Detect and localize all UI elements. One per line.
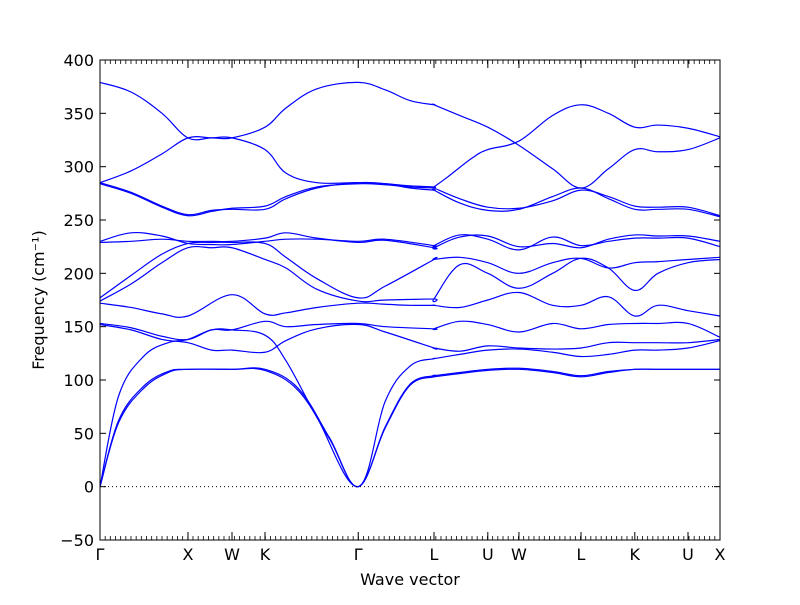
x-axis-label: Wave vector bbox=[360, 570, 460, 589]
phonon-band-14 bbox=[99, 81, 721, 189]
phonon-band-13 bbox=[99, 104, 721, 189]
phonon-band-12 bbox=[99, 181, 721, 218]
phonon-band-11 bbox=[99, 183, 721, 217]
phonon-band-3 bbox=[99, 328, 721, 488]
phonon-band-6 bbox=[99, 291, 721, 318]
y-tick-label: 100 bbox=[63, 371, 94, 390]
y-tick-label: 350 bbox=[63, 104, 94, 123]
x-tick-label: Γ bbox=[354, 545, 363, 564]
y-tick-label: −50 bbox=[60, 531, 94, 550]
x-tick-label: W bbox=[224, 545, 240, 564]
x-tick-label: Γ bbox=[96, 545, 105, 564]
phonon-band-10 bbox=[99, 231, 721, 251]
phonon-band-9 bbox=[99, 232, 721, 250]
y-tick-label: 50 bbox=[74, 424, 94, 443]
phonon-band-7 bbox=[99, 245, 721, 303]
y-tick-label: 0 bbox=[84, 478, 94, 497]
bands-layer bbox=[99, 81, 721, 488]
y-tick-label: 400 bbox=[63, 51, 94, 70]
x-tick-label: K bbox=[630, 545, 641, 564]
x-tick-label: U bbox=[482, 545, 494, 564]
x-tick-label: U bbox=[682, 545, 694, 564]
phonon-band-4 bbox=[99, 323, 721, 354]
y-tick-label: 200 bbox=[63, 264, 94, 283]
x-tick-label: X bbox=[182, 545, 193, 564]
y-tick-label: 250 bbox=[63, 211, 94, 230]
x-tick-label: X bbox=[715, 545, 726, 564]
y-tick-label: 150 bbox=[63, 318, 94, 337]
phonon-band-1 bbox=[99, 367, 720, 488]
y-tick-label: 300 bbox=[63, 158, 94, 177]
x-tick-label: K bbox=[260, 545, 271, 564]
y-axis-label: Frequency (cm⁻¹) bbox=[29, 230, 48, 369]
x-tick-label: W bbox=[511, 545, 527, 564]
phonon-band-5 bbox=[99, 320, 721, 341]
x-tick-label: L bbox=[577, 545, 586, 564]
x-tick-label: L bbox=[430, 545, 439, 564]
phonon-band-2 bbox=[99, 367, 720, 488]
phonon-band-8 bbox=[99, 241, 721, 299]
